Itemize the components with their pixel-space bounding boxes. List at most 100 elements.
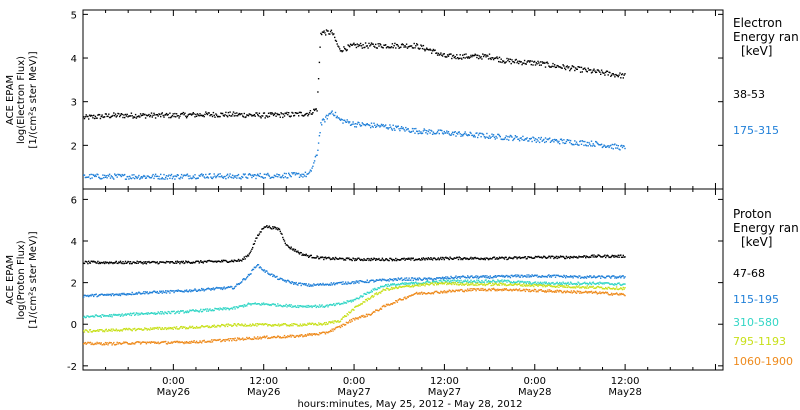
proton-data-point — [485, 276, 487, 279]
electron-y-tick-label: 2 — [71, 141, 77, 152]
proton-data-point — [401, 285, 404, 288]
proton-data-point — [431, 258, 433, 260]
electron-data-point — [597, 143, 599, 145]
proton-data-point — [364, 301, 366, 303]
proton-data-point — [162, 328, 164, 330]
proton-data-point — [522, 281, 524, 283]
electron-data-point — [171, 177, 174, 180]
proton-data-point — [312, 285, 314, 287]
electron-data-point — [83, 117, 86, 120]
electron-data-point — [192, 112, 194, 114]
proton-data-point — [242, 304, 244, 307]
proton-data-point — [393, 283, 395, 285]
proton-data-point — [574, 282, 576, 285]
proton-data-point — [173, 262, 175, 264]
electron-data-point — [495, 135, 497, 138]
proton-data-point — [148, 292, 150, 295]
proton-data-point — [201, 325, 204, 327]
proton-data-point — [574, 283, 577, 285]
proton-data-point — [410, 279, 412, 281]
electron-data-point — [426, 133, 429, 135]
proton-data-point — [138, 291, 140, 293]
electron-data-point — [120, 175, 122, 178]
proton-data-point — [217, 260, 220, 262]
electron-data-point — [561, 139, 563, 142]
proton-data-point — [390, 284, 393, 286]
proton-data-point — [371, 279, 373, 281]
electron-data-point — [521, 63, 523, 66]
proton-data-point — [382, 288, 384, 290]
proton-data-point — [327, 323, 329, 325]
electron-data-point — [575, 141, 578, 143]
electron-data-point — [585, 144, 587, 146]
proton-data-point — [528, 285, 530, 287]
proton-data-point — [149, 342, 152, 344]
proton-data-point — [220, 261, 222, 263]
proton-data-point — [616, 276, 619, 278]
proton-data-point — [522, 256, 524, 259]
proton-data-point — [596, 255, 599, 258]
proton-data-point — [348, 300, 350, 302]
proton-data-point — [490, 277, 492, 279]
proton-data-point — [134, 313, 137, 316]
proton-data-point — [619, 254, 621, 257]
proton-data-point — [298, 282, 301, 284]
proton-data-point — [617, 294, 619, 296]
proton-data-point — [539, 276, 542, 278]
proton-data-point — [514, 281, 517, 284]
proton-data-point — [393, 278, 395, 280]
electron-data-point — [316, 154, 318, 156]
proton-data-point — [504, 283, 506, 285]
proton-data-point — [239, 259, 241, 261]
electron-data-point — [245, 116, 247, 118]
proton-data-point — [599, 286, 601, 289]
electron-data-point — [418, 130, 420, 132]
proton-data-point — [175, 260, 177, 263]
electron-data-point — [104, 113, 107, 115]
electron-data-point — [623, 74, 625, 76]
proton-data-point — [155, 291, 158, 294]
electron-data-point — [268, 115, 271, 118]
proton-data-point — [304, 324, 307, 326]
proton-data-point — [163, 313, 165, 315]
proton-data-point — [175, 289, 178, 292]
proton-data-point — [492, 288, 494, 290]
proton-data-point — [187, 291, 189, 293]
proton-data-point — [176, 328, 179, 330]
proton-data-point — [277, 323, 280, 325]
proton-data-point — [125, 262, 128, 264]
proton-data-point — [294, 323, 297, 325]
proton-data-point — [408, 277, 410, 279]
proton-data-point — [412, 282, 414, 284]
proton-data-point — [130, 329, 133, 331]
proton-data-point — [426, 283, 429, 285]
proton-data-point — [446, 257, 449, 259]
proton-data-point — [294, 305, 297, 307]
electron-data-point — [354, 44, 357, 46]
proton-data-point — [184, 262, 186, 264]
proton-data-point — [349, 282, 352, 285]
electron-data-point — [527, 60, 529, 62]
proton-data-point — [163, 340, 165, 343]
proton-data-point — [361, 296, 363, 298]
proton-data-point — [587, 283, 589, 286]
proton-data-point — [469, 276, 471, 278]
proton-data-point — [620, 284, 622, 286]
electron-data-point — [314, 156, 317, 158]
proton-data-point — [569, 257, 571, 260]
electron-data-point — [257, 115, 260, 117]
proton-data-point — [151, 341, 153, 343]
proton-data-point — [421, 293, 424, 295]
proton-data-point — [487, 283, 489, 286]
proton-data-point — [424, 292, 426, 295]
proton-data-point — [360, 295, 363, 297]
proton-data-point — [90, 295, 92, 297]
proton-data-point — [526, 281, 528, 283]
proton-data-point — [549, 290, 552, 292]
proton-data-point — [434, 281, 436, 283]
electron-data-point — [98, 176, 100, 178]
proton-data-point — [137, 262, 139, 264]
electron-data-point — [558, 66, 560, 68]
proton-data-point — [353, 317, 355, 320]
proton-data-point — [282, 336, 285, 339]
